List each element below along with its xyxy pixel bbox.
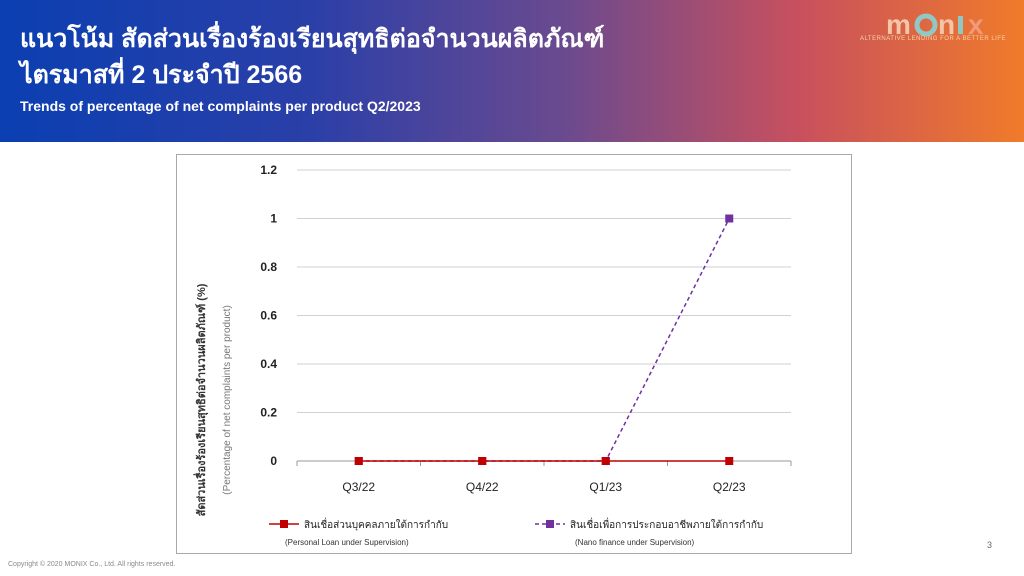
y-tick-label: 1.2 xyxy=(260,163,277,177)
header-banner: แนวโน้ม สัดส่วนเรื่องร้องเรียนสุทธิต่อจำ… xyxy=(0,0,1024,142)
monix-logo: m n x xyxy=(886,8,1008,42)
y-tick-labels: 0 0.2 0.4 0.6 0.8 1 1.2 xyxy=(260,163,277,468)
data-point-series-1 xyxy=(725,214,734,223)
x-tick-label: Q3/22 xyxy=(342,480,375,494)
data-point-series-0 xyxy=(354,457,363,465)
x-tick-label: Q1/23 xyxy=(589,480,622,494)
x-tick-label: Q2/23 xyxy=(713,480,746,494)
y-tick-label: 1 xyxy=(270,212,277,226)
logo-letter-o xyxy=(914,13,938,37)
legend-label-personal-loan-en: (Personal Loan under Supervision) xyxy=(285,538,409,547)
logo-tagline: ALTERNATIVE LENDING FOR A BETTER LIFE xyxy=(860,36,1006,42)
logo-letter-n: n xyxy=(938,9,955,40)
page-title-english: Trends of percentage of net complaints p… xyxy=(20,98,421,114)
y-tick-label: 0.2 xyxy=(260,406,277,420)
chart-grid xyxy=(296,169,792,466)
y-axis-label-thai: สัดส่วนเรื่องร้องเรียนสุทธิต่อจำนวนผลิตภ… xyxy=(193,283,209,516)
copyright-text: Copyright © 2020 MONIX Co., Ltd. All rig… xyxy=(8,561,176,568)
line-chart: 0 0.2 0.4 0.6 0.8 1 1.2 Q3/22 Q4/22 Q1/23 Q2/23 ส… xyxy=(193,163,792,547)
monix-logo-mark: m n x xyxy=(886,9,984,40)
chart-frame: 0 0.2 0.4 0.6 0.8 1 1.2 Q3/22 Q4/22 Q1/23 Q2/23 ส… xyxy=(176,154,852,554)
x-tick-labels: Q3/22 Q4/22 Q1/23 Q2/23 xyxy=(342,480,746,494)
page-subtitle-thai: ไตรมาสที่ 2 ประจำปี 2566 xyxy=(20,61,303,89)
legend-marker-nano-finance xyxy=(546,520,554,528)
y-tick-label: 0.8 xyxy=(260,260,277,274)
legend-marker-personal-loan xyxy=(280,520,288,528)
series-line-1 xyxy=(358,218,730,462)
y-tick-label: 0 xyxy=(270,454,277,468)
y-axis-label-english: (Percentage of net complaints per produc… xyxy=(222,305,233,495)
logo-letter-x: x xyxy=(968,9,984,40)
chart-series xyxy=(354,214,734,465)
data-point-series-0 xyxy=(601,457,610,465)
legend-label-personal-loan-th: สินเชื่อส่วนบุคคลภายใต้การกำกับ xyxy=(304,517,448,531)
page-title-thai: แนวโน้ม สัดส่วนเรื่องร้องเรียนสุทธิต่อจำ… xyxy=(20,25,605,53)
data-point-series-0 xyxy=(478,457,487,465)
logo-letter-i xyxy=(958,16,963,34)
chart-legend: สินเชื่อส่วนบุคคลภายใต้การกำกับ (Persona… xyxy=(269,517,763,547)
y-tick-label: 0.6 xyxy=(260,309,277,323)
legend-label-nano-finance-en: (Nano finance under Supervision) xyxy=(575,538,695,547)
x-tick-label: Q4/22 xyxy=(466,480,499,494)
legend-label-nano-finance-th: สินเชื่อเพื่อการประกอบอาชีพภายใต้การกำกั… xyxy=(570,517,763,531)
page-number: 3 xyxy=(987,540,993,550)
y-tick-label: 0.4 xyxy=(260,357,277,371)
logo-letter-m: m xyxy=(886,9,911,40)
data-point-series-0 xyxy=(725,457,734,465)
